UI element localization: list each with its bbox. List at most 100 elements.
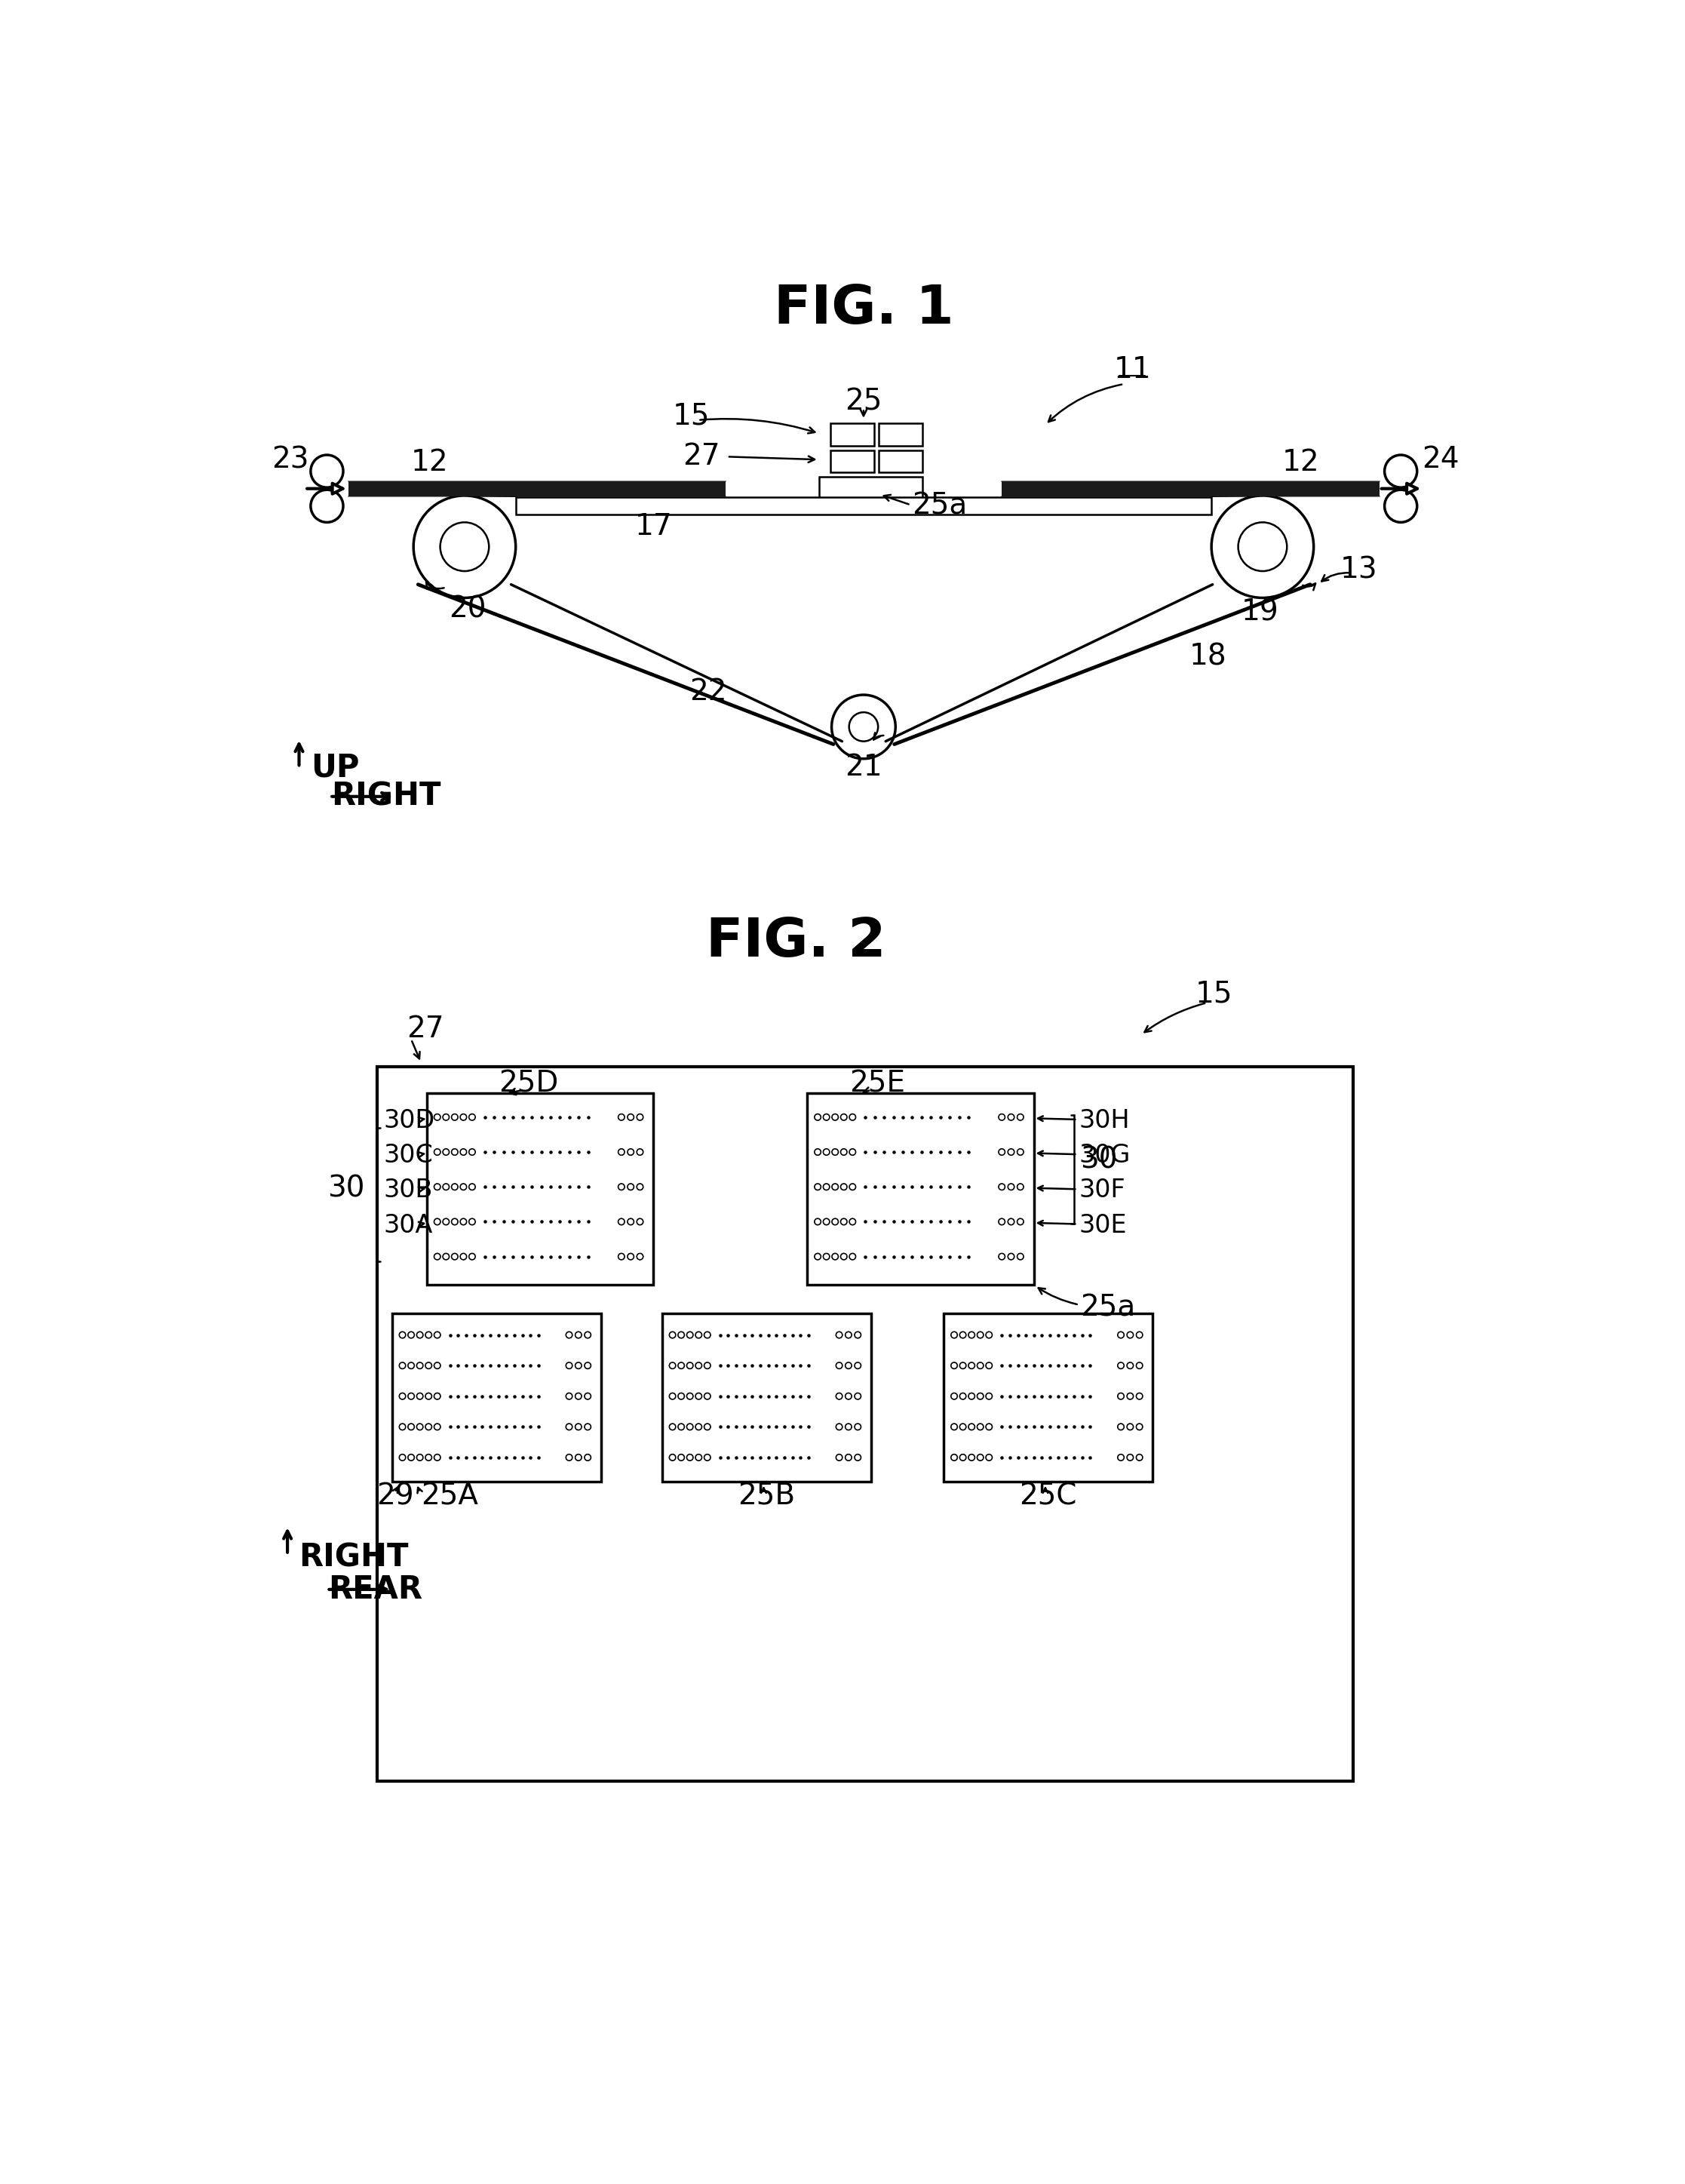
Circle shape bbox=[618, 1184, 625, 1190]
Circle shape bbox=[399, 1393, 406, 1400]
Circle shape bbox=[969, 1332, 976, 1339]
Text: 25E: 25E bbox=[849, 1070, 905, 1099]
Circle shape bbox=[849, 1149, 856, 1155]
Circle shape bbox=[452, 1219, 458, 1225]
Circle shape bbox=[841, 1114, 848, 1120]
Circle shape bbox=[575, 1393, 581, 1400]
Circle shape bbox=[977, 1455, 984, 1461]
Circle shape bbox=[618, 1114, 625, 1120]
Circle shape bbox=[1018, 1184, 1023, 1190]
Text: 25a: 25a bbox=[1080, 1293, 1136, 1321]
Circle shape bbox=[1008, 1114, 1014, 1120]
Text: 25a: 25a bbox=[912, 491, 967, 520]
Circle shape bbox=[575, 1424, 581, 1431]
Text: 25: 25 bbox=[844, 387, 883, 415]
Circle shape bbox=[1127, 1332, 1134, 1339]
Circle shape bbox=[443, 1254, 450, 1260]
Circle shape bbox=[627, 1254, 634, 1260]
Circle shape bbox=[637, 1219, 644, 1225]
Circle shape bbox=[977, 1363, 984, 1369]
Circle shape bbox=[960, 1455, 966, 1461]
Circle shape bbox=[460, 1149, 467, 1155]
Text: 15: 15 bbox=[1195, 981, 1232, 1009]
Circle shape bbox=[618, 1254, 625, 1260]
Circle shape bbox=[566, 1424, 573, 1431]
Circle shape bbox=[696, 1332, 703, 1339]
Circle shape bbox=[854, 1332, 861, 1339]
Circle shape bbox=[1136, 1363, 1142, 1369]
Circle shape bbox=[468, 1254, 475, 1260]
Circle shape bbox=[468, 1114, 475, 1120]
Text: 29: 29 bbox=[376, 1483, 413, 1511]
Circle shape bbox=[618, 1219, 625, 1225]
Circle shape bbox=[585, 1455, 591, 1461]
Circle shape bbox=[1008, 1254, 1014, 1260]
Circle shape bbox=[704, 1455, 711, 1461]
Circle shape bbox=[986, 1455, 992, 1461]
Circle shape bbox=[435, 1363, 440, 1369]
Circle shape bbox=[687, 1332, 693, 1339]
Circle shape bbox=[669, 1455, 676, 1461]
Text: 18: 18 bbox=[1190, 642, 1227, 670]
Circle shape bbox=[999, 1114, 1004, 1120]
Circle shape bbox=[1127, 1455, 1134, 1461]
Circle shape bbox=[824, 1149, 829, 1155]
Text: 11: 11 bbox=[1114, 356, 1151, 384]
Circle shape bbox=[399, 1363, 406, 1369]
Text: RIGHT: RIGHT bbox=[330, 780, 441, 812]
Circle shape bbox=[849, 712, 878, 740]
Text: 15: 15 bbox=[672, 402, 709, 430]
Circle shape bbox=[969, 1455, 976, 1461]
Circle shape bbox=[637, 1114, 644, 1120]
Text: 30H: 30H bbox=[1078, 1107, 1131, 1133]
Text: 30A: 30A bbox=[382, 1212, 433, 1238]
Circle shape bbox=[969, 1393, 976, 1400]
Circle shape bbox=[452, 1184, 458, 1190]
Text: REAR: REAR bbox=[329, 1575, 423, 1605]
Circle shape bbox=[832, 1184, 839, 1190]
Circle shape bbox=[408, 1332, 415, 1339]
Circle shape bbox=[814, 1114, 821, 1120]
Circle shape bbox=[836, 1332, 842, 1339]
Circle shape bbox=[575, 1332, 581, 1339]
Circle shape bbox=[585, 1332, 591, 1339]
Circle shape bbox=[677, 1424, 684, 1431]
Circle shape bbox=[677, 1332, 684, 1339]
Circle shape bbox=[687, 1424, 693, 1431]
Circle shape bbox=[677, 1363, 684, 1369]
Circle shape bbox=[627, 1184, 634, 1190]
Text: 25B: 25B bbox=[738, 1483, 795, 1511]
Circle shape bbox=[841, 1184, 848, 1190]
Text: 30E: 30E bbox=[1078, 1212, 1127, 1238]
Circle shape bbox=[969, 1363, 976, 1369]
Circle shape bbox=[696, 1393, 703, 1400]
Circle shape bbox=[1018, 1254, 1023, 1260]
Text: 25D: 25D bbox=[499, 1070, 558, 1099]
Circle shape bbox=[435, 1254, 440, 1260]
Circle shape bbox=[824, 1219, 829, 1225]
Circle shape bbox=[977, 1424, 984, 1431]
Circle shape bbox=[1117, 1332, 1124, 1339]
Circle shape bbox=[969, 1424, 976, 1431]
Circle shape bbox=[1136, 1455, 1142, 1461]
Circle shape bbox=[1127, 1424, 1134, 1431]
Circle shape bbox=[443, 1149, 450, 1155]
Circle shape bbox=[849, 1184, 856, 1190]
Circle shape bbox=[814, 1254, 821, 1260]
Bar bbox=[831, 424, 875, 446]
Circle shape bbox=[687, 1455, 693, 1461]
Text: 20: 20 bbox=[448, 594, 487, 625]
Bar bbox=[516, 498, 1212, 515]
Circle shape bbox=[832, 1219, 839, 1225]
Circle shape bbox=[824, 1254, 829, 1260]
Circle shape bbox=[1117, 1363, 1124, 1369]
Circle shape bbox=[443, 1219, 450, 1225]
Circle shape bbox=[824, 1114, 829, 1120]
Circle shape bbox=[435, 1184, 440, 1190]
Circle shape bbox=[986, 1363, 992, 1369]
Circle shape bbox=[399, 1332, 406, 1339]
Circle shape bbox=[669, 1393, 676, 1400]
Circle shape bbox=[950, 1363, 957, 1369]
Circle shape bbox=[416, 1393, 423, 1400]
Circle shape bbox=[468, 1149, 475, 1155]
